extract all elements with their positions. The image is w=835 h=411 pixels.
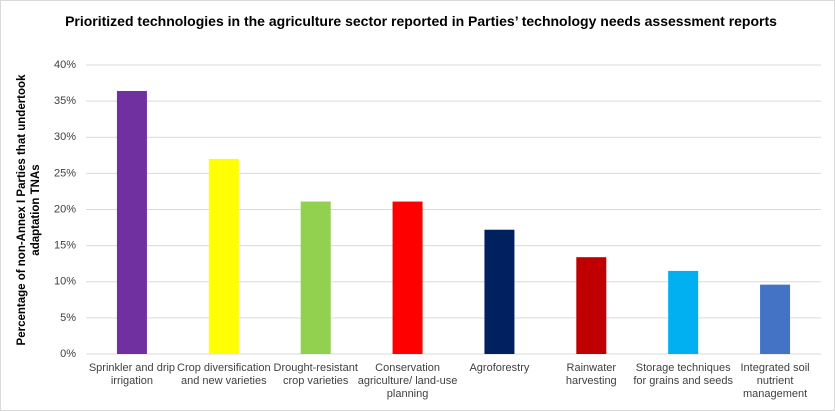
x-tick-label: Rainwater harvesting: [565, 362, 617, 387]
bar: [668, 270, 699, 354]
y-axis-label: Percentage of non-Annex I Parties that u…: [16, 74, 42, 346]
x-tick-label: Sprinkler and drip irrigation: [88, 362, 176, 387]
y-tick-label: 35%: [54, 95, 76, 107]
bar: [300, 201, 331, 354]
x-tick-label: Conservation agriculture/ land-use plann…: [357, 362, 458, 400]
x-tick-label: Drought-resistant crop varieties: [273, 362, 358, 387]
x-tick-label: Crop diversification and new varieties: [177, 362, 271, 387]
x-tick-label: Integrated soil nutrient management: [740, 362, 810, 400]
bar: [760, 284, 791, 354]
y-tick-label: 25%: [54, 167, 76, 179]
bar: [484, 229, 515, 354]
y-tick-label: 30%: [54, 131, 76, 143]
bar: [392, 201, 423, 354]
y-tick-label: 40%: [54, 59, 76, 71]
x-tick-label: Agroforestry: [469, 362, 530, 374]
y-tick-label: 15%: [54, 240, 76, 252]
y-tick-label: 10%: [54, 276, 76, 288]
x-tick-label: Storage techniques for grains and seeds: [633, 362, 734, 387]
chart-title: Prioritized technologies in the agricult…: [65, 13, 777, 29]
bar: [576, 257, 607, 354]
bar: [116, 91, 147, 354]
y-tick-label: 0%: [60, 348, 76, 360]
bar: [208, 158, 239, 354]
y-tick-label: 20%: [54, 203, 76, 215]
y-tick-label: 5%: [60, 312, 76, 324]
